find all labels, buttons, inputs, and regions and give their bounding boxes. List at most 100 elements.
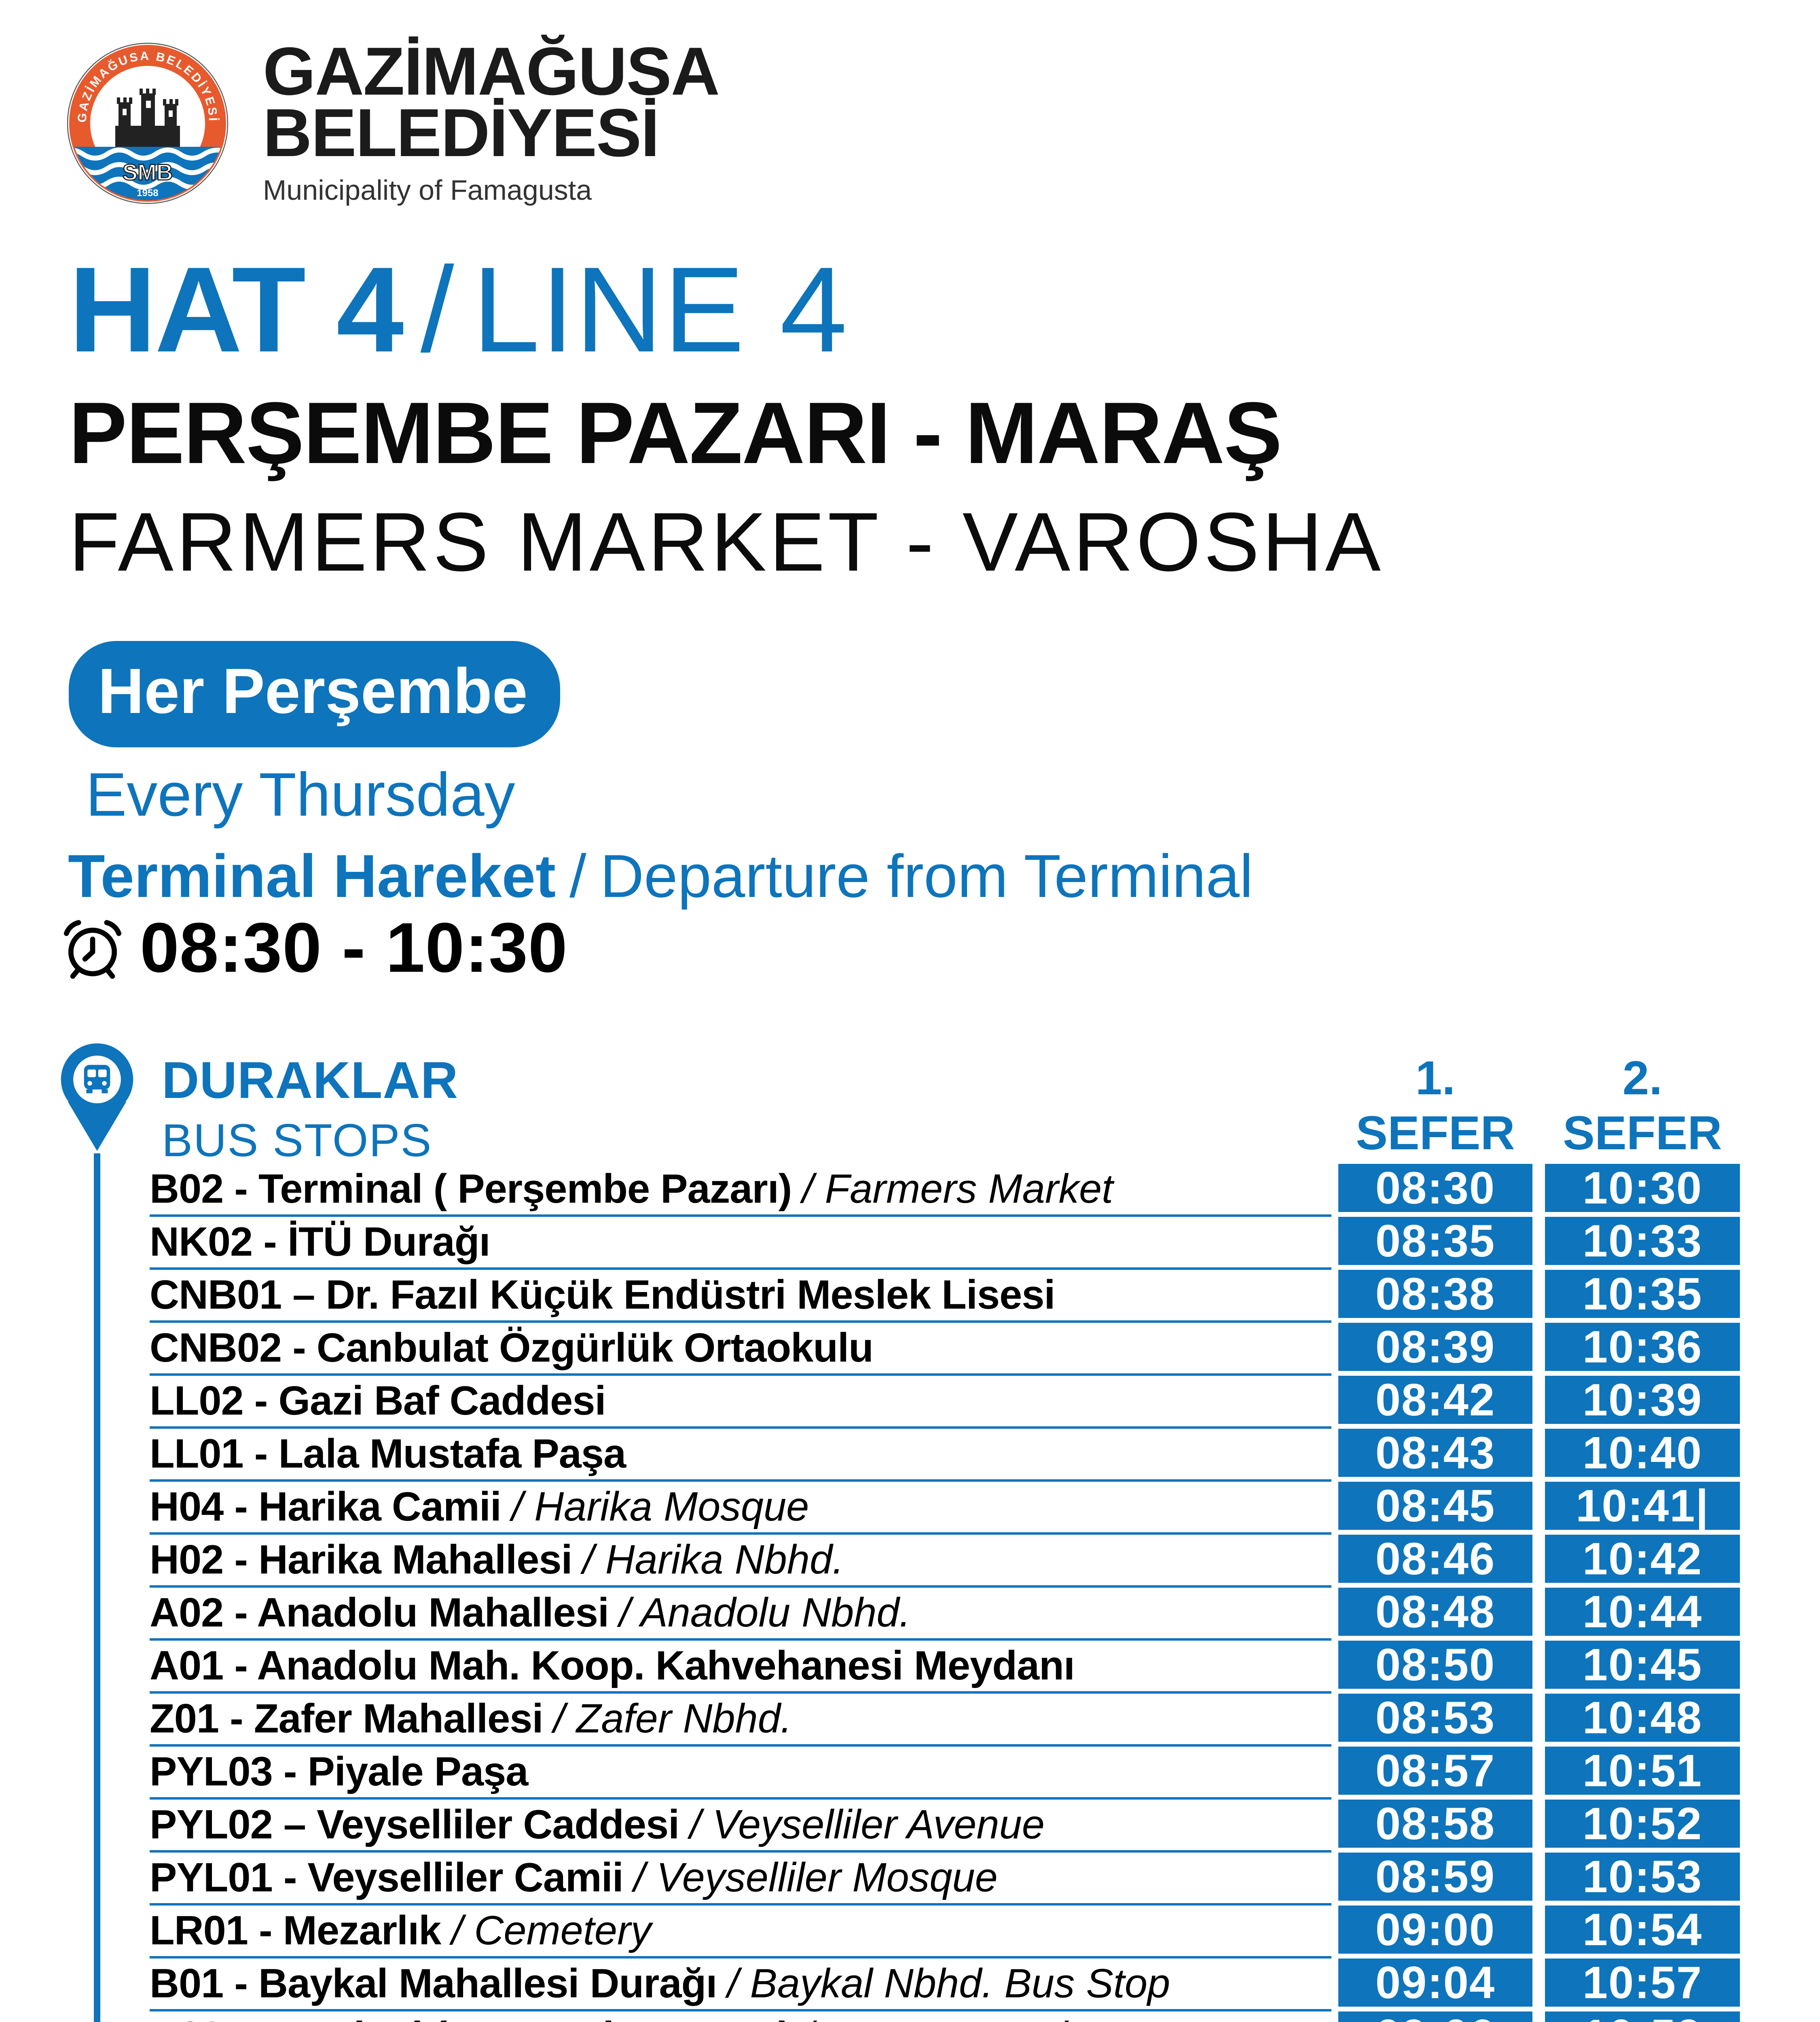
trip2-time: 10:51 <box>1545 1745 1740 1796</box>
trip1-time: 08:39 <box>1338 1322 1532 1372</box>
line-title-separator: / <box>420 241 454 377</box>
table-row: LR01 - Mezarlık / Cemetery 09:00 10:54 <box>150 1904 1820 1959</box>
trip1-time: 08:42 <box>1338 1375 1532 1425</box>
stop-name: H04 - Harika Camii / Harika Mosque <box>150 1482 1331 1535</box>
line-title: HAT 4/LINE 4 <box>69 249 848 370</box>
stop-name-tr: LL01 - Lala Mustafa Paşa <box>150 1431 626 1476</box>
stop-name-tr: H02 - Harika Mahallesi <box>150 1537 573 1582</box>
org-name-subtitle: Municipality of Famagusta <box>263 174 592 206</box>
table-row: B02 - Terminal ( Perşembe Pazarı)/ Farme… <box>150 2010 1820 2022</box>
table-row: NK02 - İTÜ Durağı 08:35 10:33 <box>150 1216 1820 1270</box>
stop-name-tr: NK02 - İTÜ Durağı <box>150 1219 491 1265</box>
stop-name: H02 - Harika Mahallesi / Harika Nbhd. <box>150 1535 1331 1588</box>
stop-name: A01 - Anadolu Mah. Koop. Kahvehanesi Mey… <box>150 1641 1331 1694</box>
stop-name-en: / Anadolu Nbhd. <box>619 1590 911 1635</box>
trip2-time: 10:45 <box>1545 1639 1740 1690</box>
stop-name-tr: H04 - Harika Camii <box>150 1484 502 1529</box>
departure-heading-tr: Terminal Hareket <box>68 842 556 910</box>
stop-name-tr: PYL03 - Piyale Paşa <box>150 1749 528 1794</box>
trip1-time: 09:06 <box>1338 2010 1532 2022</box>
stop-name-en: / Cemetery <box>451 1908 652 1953</box>
table-row: PYL01 - Veyselliler Camii / Veyselliler M… <box>150 1851 1820 1906</box>
stop-name: PYL03 - Piyale Paşa <box>150 1747 1331 1800</box>
trip2-time: 10:39 <box>1545 1375 1740 1425</box>
table-row: LL01 - Lala Mustafa Paşa 08:43 10:40 <box>150 1428 1820 1482</box>
seal-year: 1958 <box>137 188 158 199</box>
stop-name: CNB01 – Dr. Fazıl Küçük Endüstri Meslek … <box>150 1270 1331 1323</box>
trip1-time: 08:30 <box>1338 1163 1532 1213</box>
logo-row: GAZİMAĞUSA BELEDİYESİ SMB 1958 GAZİMAĞUS… <box>67 33 720 206</box>
trip2-header-tr: 2. SEFER <box>1563 1051 1722 1160</box>
departure-times: 08:30 - 10:30 <box>140 908 568 987</box>
trip1-time: 08:43 <box>1338 1428 1532 1478</box>
stops-column-header: DURAKLAR BUS STOPS <box>162 1051 458 1167</box>
pin-tail-line <box>94 1153 100 2022</box>
bus-stop-pin-icon <box>61 1043 133 1151</box>
trip1-time: 08:38 <box>1338 1269 1532 1319</box>
table-row: CNB01 – Dr. Fazıl Küçük Endüstri Meslek … <box>150 1269 1820 1323</box>
stop-name-tr: Z01 - Zafer Mahallesi <box>150 1696 544 1741</box>
trip2-time: 10:41| <box>1545 1481 1740 1531</box>
trip2-time: 10:44 <box>1545 1586 1740 1637</box>
stop-name: CNB02 - Canbulat Özgürlük Ortaokulu <box>150 1323 1331 1376</box>
table-row: B02 - Terminal ( Perşembe Pazarı)/ Farme… <box>150 1163 1820 1217</box>
stops-rows: B02 - Terminal ( Perşembe Pazarı) / Farme… <box>0 1163 1820 2022</box>
trip1-time: 09:04 <box>1338 1957 1532 2008</box>
stop-name: LL01 - Lala Mustafa Paşa <box>150 1429 1331 1482</box>
trip2-time: 10:36 <box>1545 1322 1740 1372</box>
stop-name-en: / Farmers Market <box>802 1166 1113 1212</box>
stop-name-tr: A02 - Anadolu Mahallesi <box>150 1590 609 1635</box>
trip1-time: 08:50 <box>1338 1639 1532 1690</box>
departure-heading-en: Departure from Terminal <box>600 842 1253 910</box>
trip2-time: 10:48 <box>1545 1692 1740 1743</box>
stop-name-en: / Zafer Nbhd. <box>553 1696 792 1741</box>
trip2-time: 10:57 <box>1545 1957 1740 2008</box>
table-row: PYL03 - Piyale Paşa 08:57 10:51 <box>150 1745 1820 1800</box>
trip2-time: 10:42 <box>1545 1533 1740 1584</box>
frequency-badge: Her Perşembe <box>69 641 560 747</box>
stop-name: B01 - Baykal Mahallesi Durağı / Baykal Nb… <box>150 1959 1331 2011</box>
org-name-line2: BELEDİYESİ <box>263 95 660 171</box>
trip1-time: 08:53 <box>1338 1692 1532 1743</box>
stop-name: Z01 - Zafer Mahallesi / Zafer Nbhd. <box>150 1694 1331 1747</box>
trip1-time: 08:57 <box>1338 1745 1532 1796</box>
stop-name-tr: A01 - Anadolu Mah. Koop. Kahvehanesi Mey… <box>150 1643 1075 1688</box>
stop-name-tr: LR01 - Mezarlık <box>150 1908 441 1953</box>
stop-name-tr: CNB01 – Dr. Fazıl Küçük Endüstri Meslek … <box>150 1272 1055 1318</box>
stop-name: LR01 - Mezarlık / Cemetery <box>150 1906 1331 1959</box>
trip2-time: 10:30 <box>1545 1163 1740 1213</box>
stop-name-tr: PYL02 – Veyselliler Caddesi <box>150 1802 679 1847</box>
municipality-seal-icon: GAZİMAĞUSA BELEDİYESİ SMB 1958 <box>67 42 229 204</box>
table-row: A02 - Anadolu Mahallesi / Anadolu Nbhd. 0… <box>150 1586 1820 1641</box>
departure-heading-separator: / <box>569 842 586 910</box>
organization-name-block: GAZİMAĞUSA BELEDİYESİ Municipality of Fa… <box>263 33 720 206</box>
stops-header-en: BUS STOPS <box>162 1115 432 1166</box>
trip2-time: 10:59 <box>1545 2010 1740 2022</box>
trip2-time: 10:40 <box>1545 1428 1740 1478</box>
trip1-time: 08:35 <box>1338 1216 1532 1266</box>
stop-name-en: / Harika Mosque <box>511 1484 809 1529</box>
table-row: CNB02 - Canbulat Özgürlük Ortaokulu 08:3… <box>150 1322 1820 1376</box>
stop-name-en: / Baykal Nbhd. Bus Stop <box>727 1961 1170 2006</box>
schedule-table: DURAKLAR BUS STOPS 1. SEFER 1st TRIP 2. … <box>0 1039 1820 2022</box>
trip2-time: 10:35 <box>1545 1269 1740 1319</box>
org-name-line1: GAZİMAĞUSA <box>263 33 720 109</box>
trip1-time: 08:48 <box>1338 1586 1532 1637</box>
stop-name: LL02 - Gazi Baf Caddesi <box>150 1376 1331 1429</box>
alarm-clock-icon <box>63 920 122 979</box>
stop-name: B02 - Terminal ( Perşembe Pazarı)/ Farme… <box>150 1164 1331 1217</box>
seal-monogram: SMB <box>123 159 173 185</box>
stop-name-tr: LL02 - Gazi Baf Caddesi <box>150 1378 606 1423</box>
table-row: H02 - Harika Mahallesi / Harika Nbhd. 08:… <box>150 1533 1820 1588</box>
table-row: H04 - Harika Camii / Harika Mosque 08:45 … <box>150 1481 1820 1535</box>
trip1-time: 08:46 <box>1338 1533 1532 1584</box>
departure-times-row: 08:30 - 10:30 <box>61 907 568 988</box>
table-row: LL02 - Gazi Baf Caddesi 08:42 10:39 <box>150 1375 1820 1429</box>
trip2-time: 10:53 <box>1545 1851 1740 1902</box>
trip2-time: 10:52 <box>1545 1798 1740 1849</box>
trip2-time: 10:54 <box>1545 1904 1740 1955</box>
trip1-time: 08:59 <box>1338 1851 1532 1902</box>
stop-name: NK02 - İTÜ Durağı <box>150 1217 1331 1270</box>
stop-name: PYL02 – Veyselliler Caddesi / Veyselliler… <box>150 1800 1331 1853</box>
